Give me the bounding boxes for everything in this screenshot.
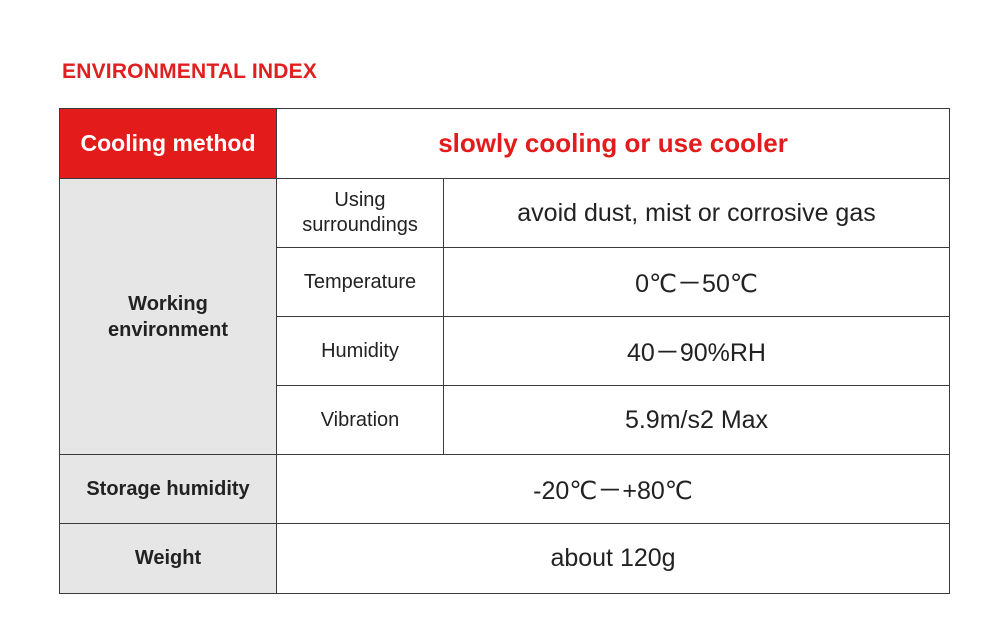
table-row-storage: Storage humidity -20℃－+80℃ bbox=[59, 454, 951, 524]
environmental-index-table: Cooling method slowly cooling or use coo… bbox=[59, 108, 951, 594]
vibration-label: Vibration bbox=[276, 385, 444, 455]
cooling-method-value: slowly cooling or use cooler bbox=[275, 108, 951, 179]
vibration-value: 5.9m/s2 Max bbox=[442, 385, 951, 455]
table-row-vibration: Vibration 5.9m/s2 Max bbox=[60, 385, 951, 455]
humidity-value: 40－90%RH bbox=[442, 316, 951, 386]
temperature-value: 0℃－50℃ bbox=[442, 247, 951, 317]
temperature-label: Temperature bbox=[276, 247, 444, 317]
working-environment-label: Working environment bbox=[59, 178, 277, 455]
surroundings-value: avoid dust, mist or corrosive gas bbox=[442, 178, 951, 248]
weight-value: about 120g bbox=[275, 523, 951, 594]
humidity-label: Humidity bbox=[276, 316, 444, 386]
weight-label: Weight bbox=[59, 523, 277, 594]
working-environment-text: Working environment bbox=[107, 292, 229, 341]
storage-humidity-label: Storage humidity bbox=[59, 454, 277, 524]
table-row-humidity: Humidity 40－90%RH bbox=[60, 316, 951, 386]
surroundings-label: Using surroundings bbox=[276, 178, 444, 248]
page-title: ENVIRONMENTAL INDEX bbox=[62, 60, 318, 83]
table-row-cooling: Cooling method slowly cooling or use coo… bbox=[59, 108, 951, 179]
table-row-surroundings: Working environment Using surroundings a… bbox=[59, 178, 951, 455]
surroundings-label-text: Using surroundings bbox=[302, 189, 418, 236]
table-row-weight: Weight about 120g bbox=[59, 523, 951, 594]
cooling-method-label: Cooling method bbox=[59, 108, 277, 179]
storage-humidity-value: -20℃－+80℃ bbox=[275, 454, 951, 524]
table-row-temperature: Temperature 0℃－50℃ bbox=[60, 247, 951, 317]
